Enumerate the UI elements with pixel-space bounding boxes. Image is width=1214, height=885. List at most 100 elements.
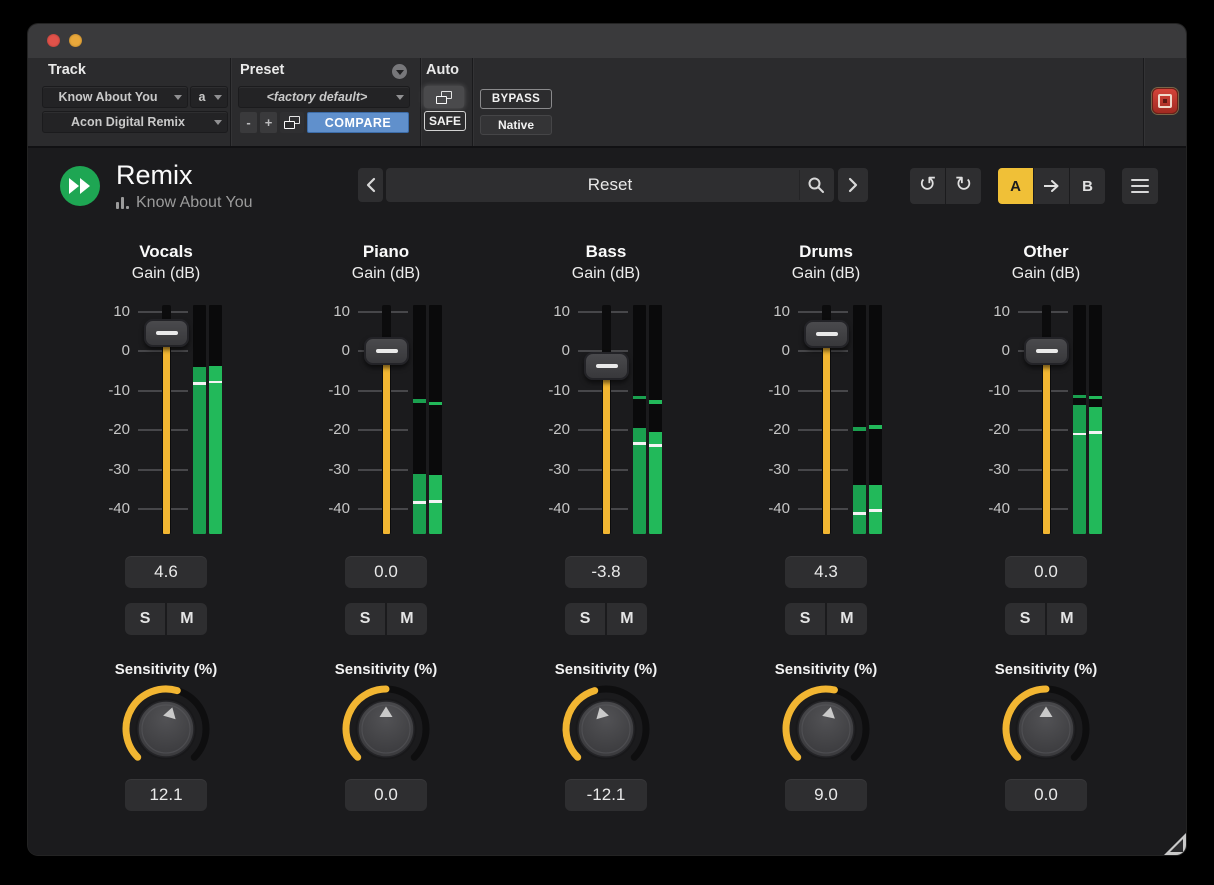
redo-icon: ↻ xyxy=(955,174,973,198)
gain-value[interactable]: 0.0 xyxy=(345,556,427,588)
fader-scale-label: -20 xyxy=(512,421,570,439)
fader-scale-label: 0 xyxy=(72,342,130,360)
solo-button[interactable]: S xyxy=(565,603,605,635)
fader-handle[interactable] xyxy=(1024,337,1069,365)
knob-graphic xyxy=(778,681,874,777)
fader-scale-label: -40 xyxy=(512,500,570,518)
level-meter-left xyxy=(853,305,866,534)
meter-avg-line xyxy=(209,381,222,384)
meter-avg-line xyxy=(429,500,442,503)
fader-scale-label: 10 xyxy=(952,303,1010,321)
mute-button[interactable]: M xyxy=(387,603,427,635)
solo-button[interactable]: S xyxy=(785,603,825,635)
preset-decrement-button[interactable]: - xyxy=(240,112,257,133)
playlist-selector-value: a xyxy=(199,90,206,104)
undo-button[interactable]: ↺ xyxy=(910,168,945,204)
solo-button[interactable]: S xyxy=(1005,603,1045,635)
preset-name-field[interactable]: Reset xyxy=(386,168,834,202)
preset-prev-button[interactable] xyxy=(358,168,383,202)
mute-button[interactable]: M xyxy=(607,603,647,635)
sensitivity-value[interactable]: 9.0 xyxy=(785,779,867,811)
channel-strip: Piano Gain (dB) 100-10-20-30-40 0.0 S M … xyxy=(276,240,496,820)
sensitivity-knob[interactable] xyxy=(338,681,434,777)
solo-mute-group: S M xyxy=(785,603,867,635)
preset-copy-button[interactable] xyxy=(280,112,304,133)
plugin-selector[interactable]: Acon Digital Remix xyxy=(42,111,228,133)
divider xyxy=(472,58,473,146)
window-titlebar[interactable] xyxy=(28,24,1186,59)
minimize-window-button[interactable] xyxy=(69,34,82,47)
playlist-selector[interactable]: a xyxy=(190,86,228,108)
fader-scale-label: -30 xyxy=(292,461,350,479)
format-button[interactable]: Native xyxy=(480,115,552,135)
track-selector[interactable]: Know About You xyxy=(42,86,188,108)
close-window-button[interactable] xyxy=(47,34,60,47)
meter-peak-hold xyxy=(429,402,442,406)
mute-button[interactable]: M xyxy=(827,603,867,635)
channel-name: Piano xyxy=(276,242,496,262)
safe-button[interactable]: SAFE xyxy=(424,111,466,131)
fader-scale-label: 0 xyxy=(952,342,1010,360)
bypass-button[interactable]: BYPASS xyxy=(480,89,552,109)
preset-increment-button[interactable]: + xyxy=(260,112,277,133)
chevron-down-icon xyxy=(174,95,182,100)
automation-button[interactable] xyxy=(424,86,464,108)
meter-avg-line xyxy=(413,501,426,504)
gain-label: Gain (dB) xyxy=(716,265,936,283)
ab-a-button[interactable]: A xyxy=(998,168,1033,204)
level-meter-right xyxy=(209,305,222,534)
sensitivity-value[interactable]: 0.0 xyxy=(1005,779,1087,811)
sensitivity-label: Sensitivity (%) xyxy=(56,661,276,678)
solo-mute-group: S M xyxy=(1005,603,1087,635)
meter-fill xyxy=(853,485,866,534)
sensitivity-value[interactable]: -12.1 xyxy=(565,779,647,811)
ab-b-button[interactable]: B xyxy=(1070,168,1105,204)
channel-strip: Bass Gain (dB) 100-10-20-30-40 -3.8 S M … xyxy=(496,240,716,820)
gain-value[interactable]: 4.6 xyxy=(125,556,207,588)
undo-icon: ↺ xyxy=(919,174,937,198)
compare-button[interactable]: COMPARE xyxy=(307,112,409,133)
meter-avg-line xyxy=(1073,433,1086,436)
meter-peak-hold xyxy=(853,427,866,431)
fader-scale-label: 0 xyxy=(732,342,790,360)
fader-track-fill xyxy=(1043,351,1050,534)
meter-fill xyxy=(413,474,426,534)
preset-search-button[interactable] xyxy=(799,170,832,200)
meter-peak-hold xyxy=(193,367,206,371)
target-record-button[interactable] xyxy=(1152,88,1178,114)
gain-value[interactable]: 0.0 xyxy=(1005,556,1087,588)
fader-scale-label: -40 xyxy=(72,500,130,518)
fader-scale-label: 0 xyxy=(512,342,570,360)
sensitivity-knob[interactable] xyxy=(118,681,214,777)
solo-button[interactable]: S xyxy=(345,603,385,635)
meter-peak-hold xyxy=(209,366,222,370)
fader-scale-label: -40 xyxy=(292,500,350,518)
meter-avg-line xyxy=(853,512,866,515)
gain-value[interactable]: 4.3 xyxy=(785,556,867,588)
fader-scale-label: -40 xyxy=(952,500,1010,518)
fader-handle[interactable] xyxy=(364,337,409,365)
sensitivity-knob[interactable] xyxy=(558,681,654,777)
redo-button[interactable]: ↻ xyxy=(946,168,981,204)
sensitivity-value[interactable]: 12.1 xyxy=(125,779,207,811)
search-icon xyxy=(807,176,825,194)
mute-button[interactable]: M xyxy=(1047,603,1087,635)
preset-selector[interactable]: <factory default> xyxy=(238,86,410,108)
fader-handle[interactable] xyxy=(144,319,189,347)
sensitivity-knob[interactable] xyxy=(998,681,1094,777)
mute-button[interactable]: M xyxy=(167,603,207,635)
ab-copy-button[interactable] xyxy=(1034,168,1069,204)
fader-handle[interactable] xyxy=(584,352,629,380)
hamburger-icon xyxy=(1131,179,1149,182)
fader-handle[interactable] xyxy=(804,320,849,348)
sensitivity-knob[interactable] xyxy=(778,681,874,777)
meter-fill xyxy=(1089,407,1102,534)
preset-menu-icon[interactable] xyxy=(392,64,407,79)
channel-name: Vocals xyxy=(56,242,276,262)
main-menu-button[interactable] xyxy=(1122,168,1158,204)
sensitivity-value[interactable]: 0.0 xyxy=(345,779,427,811)
chevron-down-icon xyxy=(214,120,222,125)
solo-button[interactable]: S xyxy=(125,603,165,635)
preset-next-button[interactable] xyxy=(838,168,868,202)
gain-value[interactable]: -3.8 xyxy=(565,556,647,588)
